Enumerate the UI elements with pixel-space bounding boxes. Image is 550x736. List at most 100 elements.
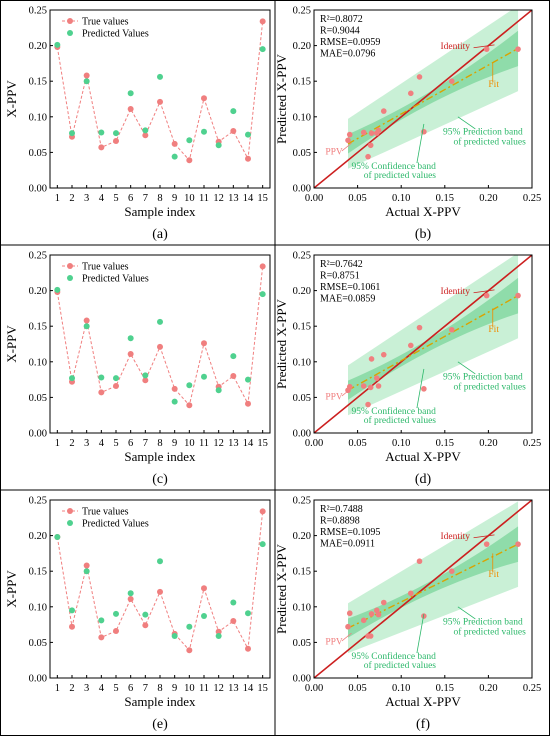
plot-series [54, 508, 266, 654]
fit-label: Fit [488, 325, 499, 335]
predicted-value-point [157, 73, 163, 80]
predicted-value-point [259, 541, 266, 548]
plot-series [54, 18, 266, 164]
true-value-point [157, 98, 163, 105]
confidence-band [348, 277, 519, 400]
x-tick-label: 14 [243, 683, 254, 694]
identity-arrow [473, 44, 495, 49]
y-tick-label: 0.25 [293, 251, 311, 262]
y-tick-label: 0.10 [293, 357, 311, 368]
x-tick-label: 15 [257, 193, 268, 204]
stat-line: RMSE=0.1095 [320, 527, 380, 538]
y-axis: 0.00 0.05 0.10 0.15 0.20 0.25 [293, 496, 317, 685]
identity-label: Identity [440, 42, 470, 52]
y-tick-label: 0.15 [293, 567, 311, 578]
data-point [416, 74, 423, 80]
predicted-value-point [127, 590, 134, 597]
data-point [346, 383, 353, 390]
x-tick-label: 8 [157, 193, 162, 204]
x-tick-label: 10 [184, 683, 195, 694]
data-point [367, 633, 374, 639]
predicted-value-point [259, 46, 266, 53]
x-tick-label: 6 [128, 438, 133, 449]
predicted-value-point [171, 153, 178, 160]
legend-predicted-marker [67, 520, 73, 526]
stat-line: R²=0.8072 [320, 14, 363, 25]
panel-label: (b) [415, 227, 432, 242]
predicted-value-point [215, 142, 222, 149]
x-axis-label: Actual X-PPV [385, 204, 461, 219]
x-tick-label: 9 [172, 683, 177, 694]
x-tick-label: 0.20 [479, 193, 497, 204]
x-tick-label: 0.15 [436, 193, 454, 204]
confidence-band-label-2: of predicted values [364, 415, 437, 426]
data-point [416, 558, 423, 565]
y-tick-label: 0.10 [29, 112, 47, 123]
panel-f: 0.00 0.05 0.10 0.15 0.20 0.25 0.00 0.05 0.10 0.15… [274, 496, 541, 733]
true-value-point [201, 95, 207, 102]
predicted-value-point [69, 375, 75, 382]
stat-line: MAE=0.0796 [320, 49, 375, 60]
identity-line [314, 255, 532, 433]
x-axis: 0.00 0.05 0.10 0.15 0.20 0.25 [305, 185, 541, 204]
y-tick-label: 0.15 [29, 77, 47, 88]
stat-line: R²=0.7488 [320, 504, 363, 515]
data-point [416, 324, 423, 331]
prediction-band-arrow [457, 361, 476, 375]
predicted-value-point [83, 323, 90, 330]
plot-bands [314, 255, 532, 433]
predicted-value-point [69, 130, 75, 137]
prediction-band-label-1: 95% Prediction band [443, 618, 523, 628]
x-tick-label: 0.25 [523, 683, 541, 694]
predicted-value-point [127, 90, 134, 97]
confidence-band-label-1: 95% Confidence band [351, 406, 436, 417]
predicted-value-point [98, 129, 105, 136]
identity-line [314, 500, 532, 678]
data-point [360, 129, 367, 136]
true-value-point [127, 595, 134, 602]
confidence-band-label-1: 95% Confidence band [351, 161, 436, 172]
data-point [368, 356, 375, 362]
x-tick-label: 7 [143, 193, 148, 204]
y-tick-label: 0.20 [293, 286, 311, 297]
x-tick-label: 8 [157, 683, 162, 694]
predicted-value-point [142, 372, 149, 379]
data-point [407, 90, 414, 97]
x-tick-label: 11 [199, 438, 209, 449]
x-tick-label: 0.00 [305, 683, 323, 694]
y-tick-label: 0.20 [29, 286, 47, 297]
legend-predicted-label: Predicted Values [82, 519, 149, 530]
x-tick-label: 2 [69, 683, 74, 694]
identity-arrow [473, 289, 495, 294]
x-tick-label: 1 [55, 438, 60, 449]
prediction-band-label-2: of predicted values [454, 382, 527, 393]
data-point [448, 568, 455, 574]
x-tick-label: 1 [55, 193, 60, 204]
data-point [367, 142, 374, 149]
x-tick-label: 0.10 [392, 438, 410, 449]
x-tick-label: 0.10 [392, 683, 410, 694]
predicted-value-point [98, 374, 105, 381]
data-point [368, 130, 375, 136]
data-point [375, 383, 382, 389]
data-point [346, 131, 353, 138]
x-tick-label: 7 [143, 438, 148, 449]
predicted-value-point [54, 286, 61, 293]
x-tick-label: 0.15 [436, 683, 454, 694]
y-tick-label: 0.00 [29, 674, 47, 685]
identity-arrow [473, 534, 495, 539]
x-tick-label: 2 [69, 193, 74, 204]
x-axis-label: Actual X-PPV [385, 694, 461, 709]
x-axis: 1 2 3 4 5 6 7 8 9 10 11 12 13 14 15 [55, 430, 268, 449]
x-tick-label: 0.00 [305, 438, 323, 449]
confidence-band [348, 526, 519, 638]
true-value-point [142, 377, 149, 384]
predicted-value-point [201, 613, 207, 620]
legend-predicted-label: Predicted Values [82, 274, 149, 285]
x-tick-label: 1 [55, 683, 60, 694]
y-tick-label: 0.00 [293, 429, 311, 440]
x-tick-label: 0.25 [523, 193, 541, 204]
